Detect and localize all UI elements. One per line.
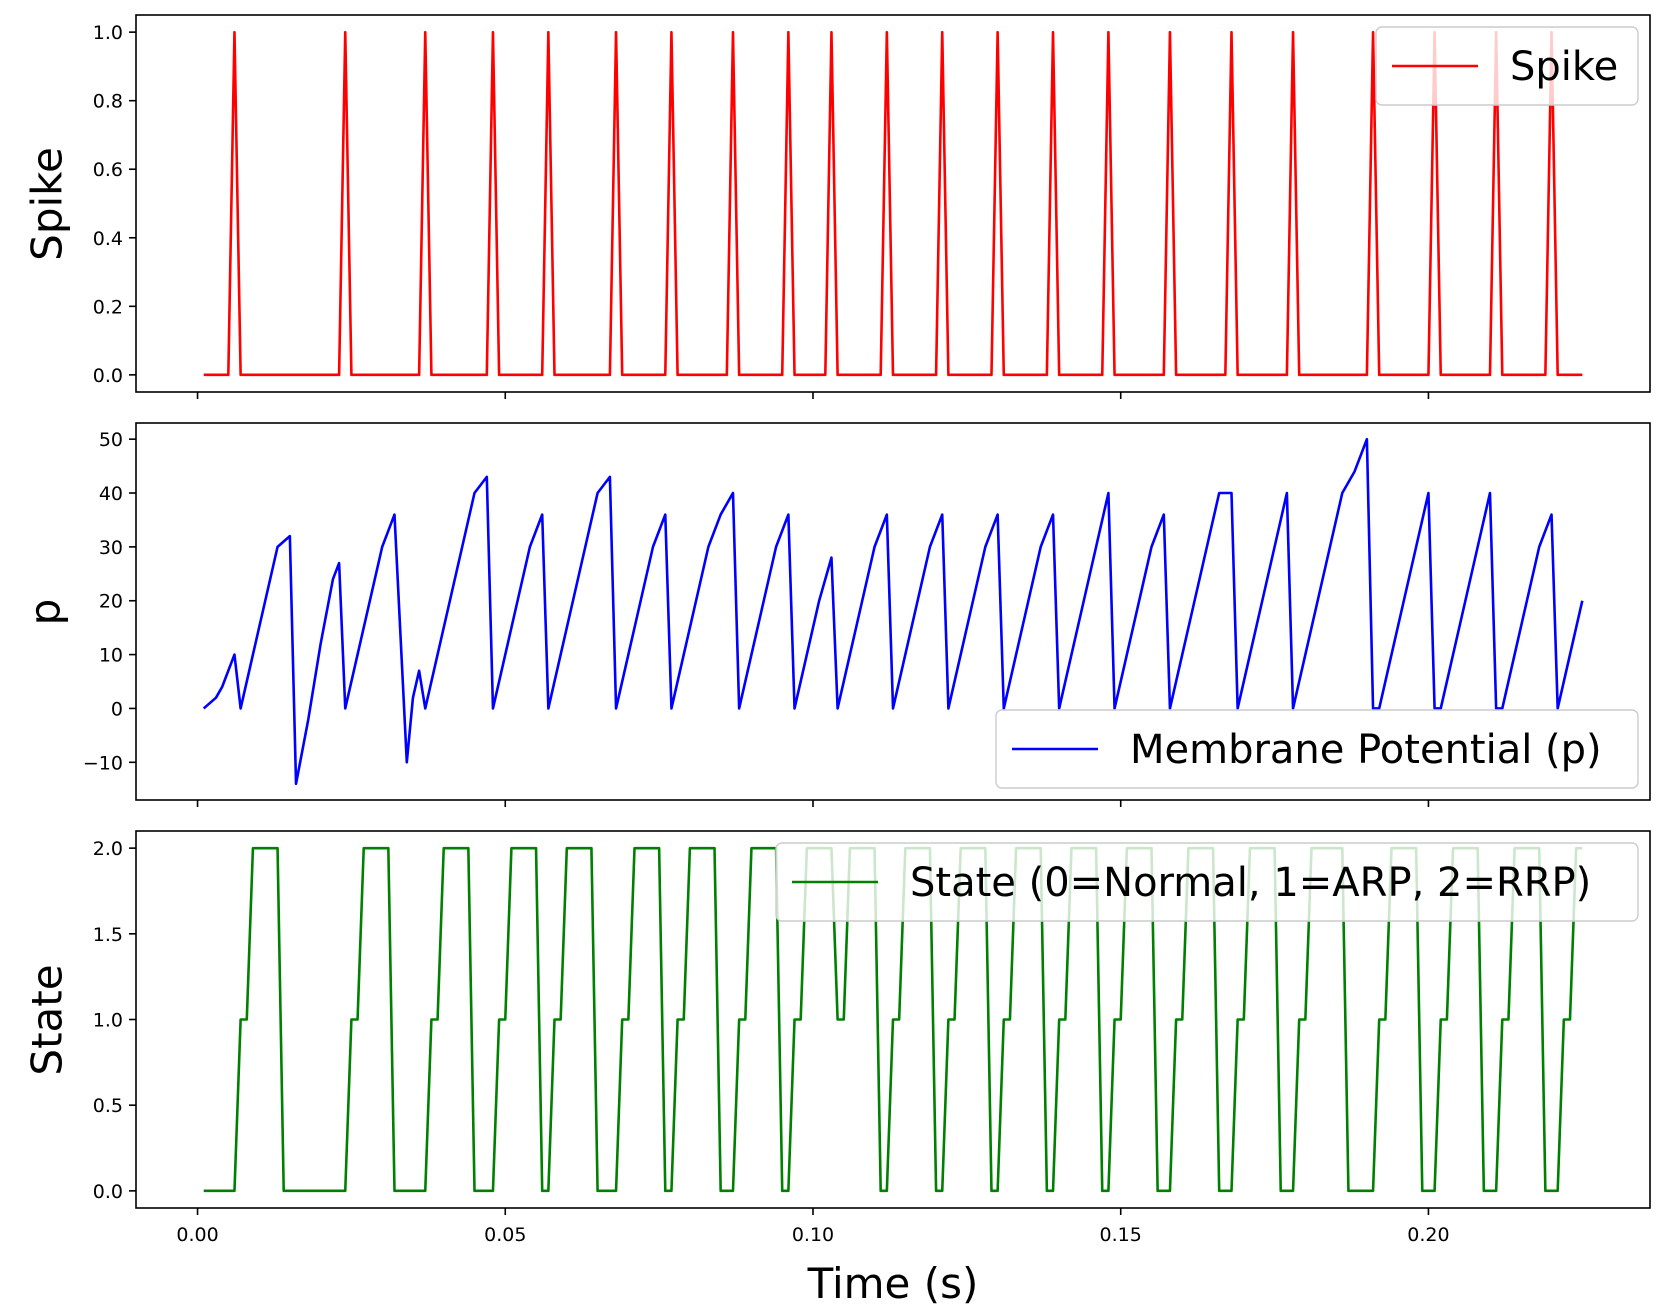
x-tick-label: 0.10 <box>792 1224 834 1246</box>
y-axis-label: Spike <box>23 147 72 261</box>
y-tick-label: 40 <box>99 483 123 505</box>
legend: Spike <box>1375 26 1639 106</box>
legend-label: State (0=Normal, 1=ARP, 2=RRP) <box>910 860 1591 906</box>
state-panel: 0.0 0.5 1.0 1.5 2.0 0.00 0.05 0.10 0.15 0.20 State… <box>23 830 1651 1308</box>
legend: Membrane Potential (p) <box>995 709 1639 789</box>
y-tick-label: 1.0 <box>93 1010 123 1032</box>
y-axis-label: State <box>23 964 72 1075</box>
y-tick-label: 20 <box>99 591 123 613</box>
legend-box <box>775 842 1639 922</box>
y-tick-label: 0.6 <box>93 159 123 181</box>
y-tick-label: 0.0 <box>93 365 123 387</box>
legend-label: Membrane Potential (p) <box>1130 727 1602 773</box>
legend: State (0=Normal, 1=ARP, 2=RRP) <box>775 842 1639 922</box>
x-tick-label: 0.15 <box>1100 1224 1142 1246</box>
y-tick-label: 0.2 <box>93 296 123 318</box>
y-tick-label: −10 <box>83 752 123 774</box>
legend-label: Spike <box>1510 44 1618 90</box>
spike-panel: 0.0 0.2 0.4 0.6 0.8 1.0 Spike Spike <box>23 14 1651 399</box>
y-tick-label: 0.5 <box>93 1095 123 1117</box>
series-line-1 <box>203 846 1583 1193</box>
y-tick-label: 0.4 <box>93 228 123 250</box>
y-tick-label: 50 <box>99 429 123 451</box>
axes-frame <box>135 422 1651 801</box>
y-tick-label: 1.0 <box>93 22 123 44</box>
legend-box <box>995 709 1639 789</box>
y-axis-label: p <box>21 599 70 626</box>
x-tick-label: 0.05 <box>484 1224 526 1246</box>
axes-frame <box>135 14 1651 393</box>
x-tick-label: 0.20 <box>1407 1224 1449 1246</box>
legend-box <box>1375 26 1639 106</box>
y-tick-label: 1.5 <box>93 924 123 946</box>
series-line-1 <box>203 30 1583 377</box>
y-tick-label: 0 <box>111 698 123 720</box>
y-tick-label: 0.0 <box>93 1181 123 1203</box>
x-tick-label: 0.00 <box>176 1224 218 1246</box>
y-tick-label: 10 <box>99 645 123 667</box>
series-line-1 <box>202 437 1584 786</box>
y-tick-label: 0.8 <box>93 91 123 113</box>
y-tick-label: 2.0 <box>93 838 123 860</box>
x-axis-label: Time (s) <box>807 1259 979 1308</box>
y-tick-label: 30 <box>99 537 123 559</box>
potential-panel: −10 0 10 20 30 40 50 p Membrane Potential (p) <box>21 422 1651 807</box>
